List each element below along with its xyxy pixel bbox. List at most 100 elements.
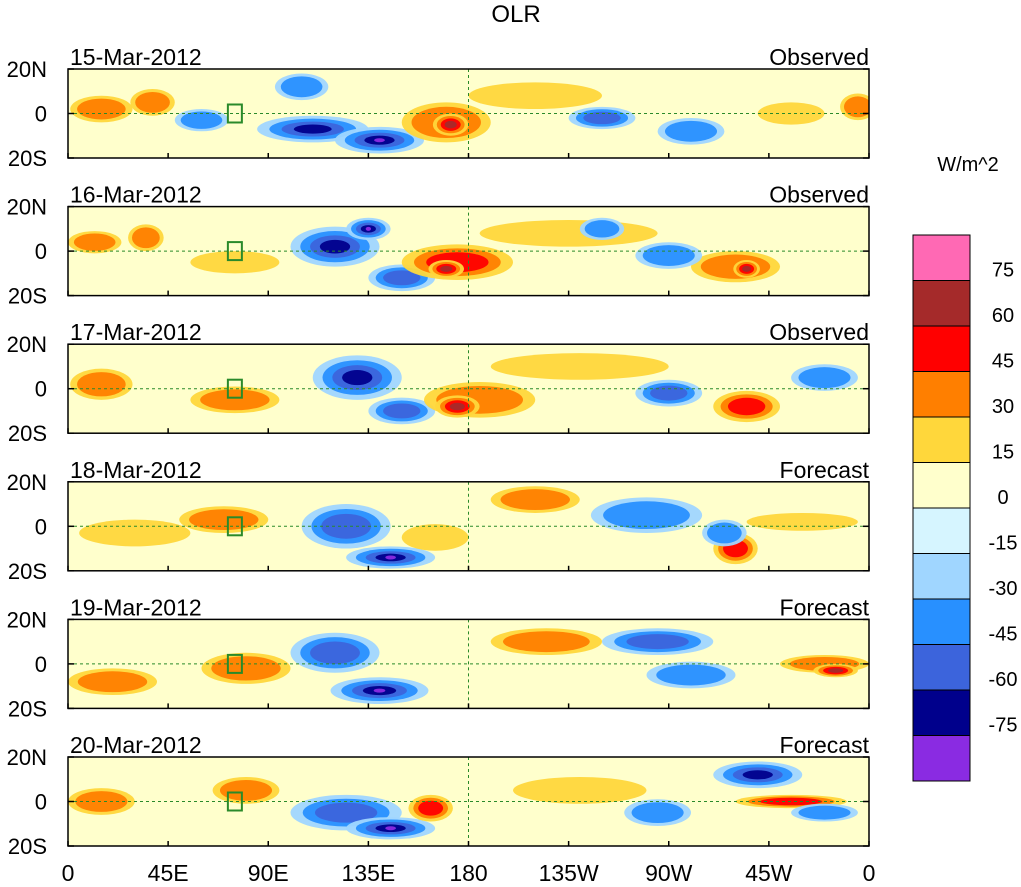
anomaly-contour — [828, 668, 844, 673]
anomaly-contour — [342, 370, 373, 386]
olr-field — [70, 73, 869, 154]
map-panel: 20N 0 20S 20-Mar-2012 Forecast — [7, 732, 870, 859]
anomaly-contour — [77, 98, 126, 120]
anomaly-contour — [77, 671, 148, 693]
anomaly-contour — [79, 519, 191, 547]
panel-kind: Forecast — [780, 457, 870, 483]
colorbar-label: -75 — [989, 715, 1018, 737]
lat-tick-label: 0 — [35, 652, 47, 677]
map-panel: 20N 0 20S 16-Mar-2012 Observed — [7, 182, 870, 309]
lat-tick-label: 20S — [8, 834, 47, 859]
colorbar-swatch — [912, 371, 971, 418]
anomaly-contour — [583, 111, 621, 125]
region-box — [226, 516, 243, 537]
olr-field — [70, 353, 858, 425]
lat-tick-label: 20N — [7, 745, 47, 770]
map-panel: 20N 0 20S 19-Mar-2012 Forecast — [7, 594, 870, 721]
anomaly-contour — [513, 777, 647, 804]
anomaly-contour — [742, 265, 752, 272]
panel-kind: Forecast — [780, 594, 870, 620]
lat-tick-label: 20S — [8, 696, 47, 721]
anomaly-contour — [707, 522, 742, 544]
colorbar-label: 75 — [992, 260, 1014, 282]
anomaly-contour — [444, 120, 457, 129]
lon-tick-label: 90E — [248, 860, 289, 886]
anomaly-contour — [219, 779, 273, 801]
anomaly-contour — [374, 138, 385, 143]
panel-date: 20-Mar-2012 — [70, 732, 202, 758]
colorbar-swatch — [912, 735, 971, 782]
lat-tick-label: 20N — [7, 332, 47, 357]
anomaly-contour — [365, 226, 372, 231]
colorbar-swatch — [912, 598, 971, 645]
anomaly-contour — [759, 797, 823, 806]
chart-title: OLR — [491, 1, 540, 28]
lat-tick-label: 0 — [35, 239, 47, 264]
longitude-axis: 0 45E 90E 135E 180 135W 90W 45W 0 — [62, 860, 876, 886]
anomaly-contour — [631, 802, 684, 824]
anomaly-contour — [77, 372, 126, 397]
colorbar-label: -45 — [989, 624, 1018, 646]
anomaly-contour — [135, 91, 170, 113]
panel-date: 17-Mar-2012 — [70, 319, 202, 345]
colorbar-swatch — [912, 416, 971, 463]
colorbar-label: -60 — [989, 669, 1018, 691]
panel-date: 18-Mar-2012 — [70, 457, 202, 483]
anomaly-contour — [490, 353, 669, 380]
anomaly-contour — [742, 770, 773, 780]
colorbar-swatch — [912, 553, 971, 600]
region-box — [226, 103, 243, 124]
colorbar-label: 30 — [992, 396, 1014, 418]
anomaly-contour — [190, 251, 280, 274]
colorbar-swatch — [912, 280, 971, 327]
anomaly-contour — [584, 220, 620, 238]
anomaly-contour — [656, 664, 726, 686]
lon-tick-label: 45W — [745, 860, 793, 886]
map-panel: 20N 0 20S 18-Mar-2012 Forecast — [7, 457, 870, 584]
anomaly-contour — [449, 402, 465, 411]
anomaly-contour — [500, 489, 570, 511]
anomaly-contour — [798, 367, 851, 388]
panel-kind: Forecast — [780, 732, 870, 758]
lat-tick-label: 20S — [8, 559, 47, 584]
olr-field — [68, 217, 780, 292]
panel-kind: Observed — [769, 319, 869, 345]
anomaly-contour — [727, 397, 766, 416]
lon-tick-label: 0 — [62, 860, 75, 886]
lon-tick-label: 0 — [863, 860, 876, 886]
anomaly-contour — [189, 509, 259, 531]
lat-tick-label: 0 — [35, 790, 47, 815]
colorbar-label: -30 — [989, 578, 1018, 600]
region-box — [226, 791, 243, 812]
colorbar-label: 0 — [997, 487, 1008, 509]
panel-kind: Observed — [769, 44, 869, 70]
region-box — [226, 241, 243, 262]
region-box — [226, 653, 243, 674]
lat-tick-label: 0 — [35, 102, 47, 127]
anomaly-contour — [75, 791, 128, 812]
colorbar-swatch — [912, 325, 971, 372]
region-box — [226, 378, 243, 399]
anomaly-contour — [603, 501, 690, 530]
anomaly-contour — [843, 96, 869, 118]
colorbar: 75 60 45 30 15 0 -15 -30 -45 -60 -75 — [912, 234, 1018, 782]
anomaly-contour — [314, 802, 378, 823]
anomaly-contour — [211, 656, 281, 681]
panel-date: 19-Mar-2012 — [70, 594, 202, 620]
panel-date: 15-Mar-2012 — [70, 44, 202, 70]
lat-tick-label: 20N — [7, 607, 47, 632]
anomaly-contour — [664, 120, 718, 142]
map-panels: 20N 0 20S 15-Mar-2012 Observed 20N 0 20S 16-Mar-… — [7, 44, 870, 859]
lon-tick-label: 45E — [148, 860, 189, 886]
anomaly-contour — [131, 227, 160, 249]
colorbar-swatch — [912, 234, 971, 281]
panel-kind: Observed — [769, 182, 869, 208]
olr-field — [79, 486, 858, 569]
anomaly-contour — [479, 219, 658, 247]
colorbar-swatch — [912, 507, 971, 554]
lat-tick-label: 20S — [8, 146, 47, 171]
anomaly-contour — [502, 631, 590, 653]
lat-tick-label: 20S — [8, 421, 47, 446]
anomaly-contour — [746, 512, 858, 531]
